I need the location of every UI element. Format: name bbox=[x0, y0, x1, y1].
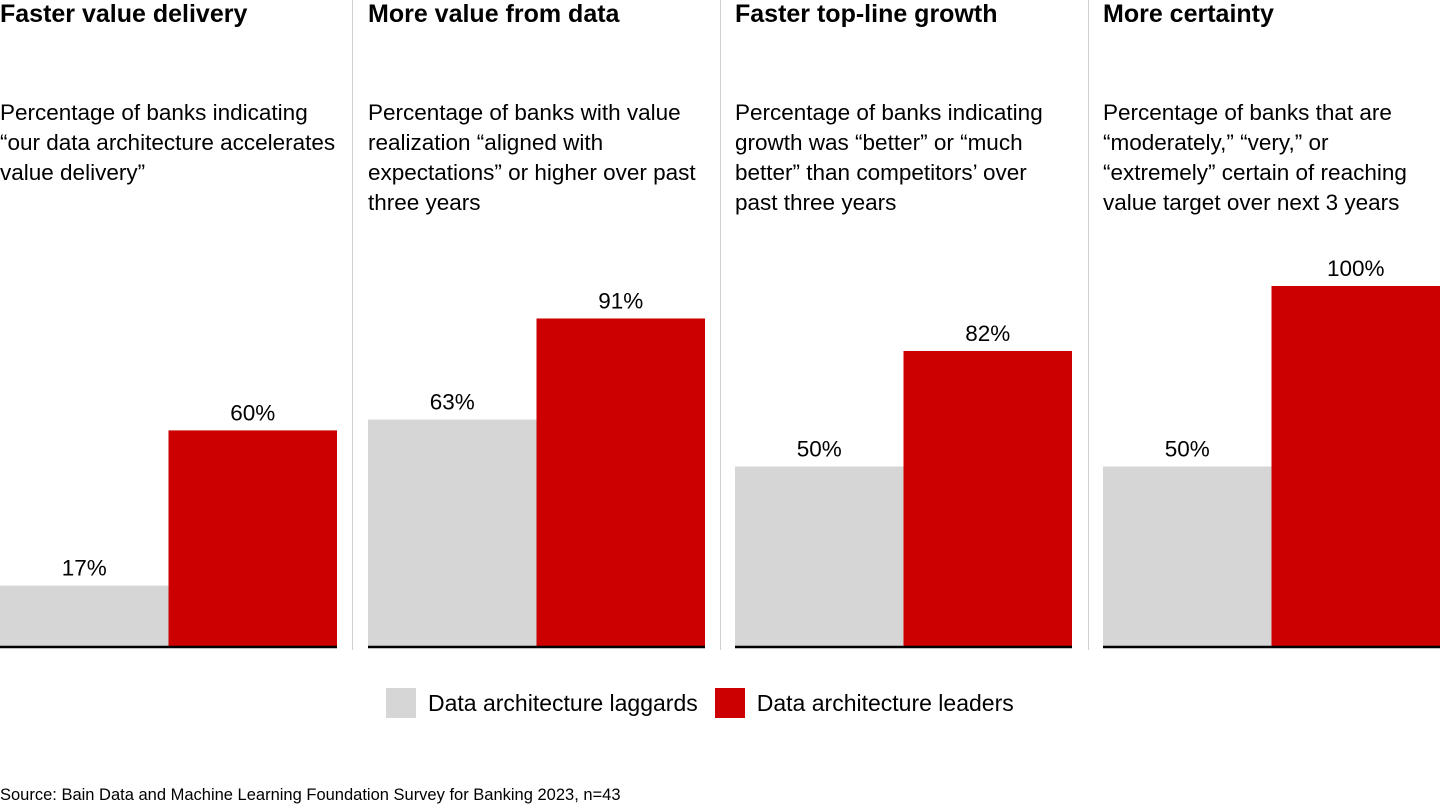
bar-chart: 17% 60% bbox=[0, 400, 337, 649]
data-label: 63% bbox=[430, 390, 475, 415]
panel-subtitle: Percentage of banks with value realizati… bbox=[368, 100, 696, 215]
legend-swatch-laggards bbox=[386, 688, 416, 718]
panel-subtitle: Percentage of banks that are “moderately… bbox=[1103, 100, 1407, 215]
legend: Data architecture laggards Data architec… bbox=[386, 688, 1014, 718]
panel-divider bbox=[352, 0, 353, 650]
bar-chart: 50% 100% bbox=[1103, 256, 1440, 649]
chart-panel: Faster value delivery Percentage of banks… bbox=[0, 0, 337, 650]
bar-chart: 63% 91% bbox=[368, 288, 705, 649]
panel-title: More value from data bbox=[368, 0, 620, 28]
panel-divider bbox=[1088, 0, 1089, 650]
legend-label-laggards: Data architecture laggards bbox=[428, 689, 698, 716]
data-label: 60% bbox=[230, 400, 275, 425]
bar-laggards bbox=[368, 419, 537, 647]
bar-leaders bbox=[903, 350, 1072, 647]
data-label: 50% bbox=[797, 437, 842, 462]
bar-leaders bbox=[536, 318, 705, 647]
panel-subtitle: Percentage of banks indicating growth wa… bbox=[735, 100, 1043, 215]
source-note: Source: Bain Data and Machine Learning F… bbox=[0, 786, 621, 804]
panel-subtitle: Percentage of banks indicating “our data… bbox=[0, 100, 336, 185]
data-label: 17% bbox=[62, 556, 107, 581]
bar-laggards bbox=[735, 466, 904, 647]
bar-leaders bbox=[168, 430, 337, 647]
data-label: 100% bbox=[1327, 256, 1385, 281]
chart-panel: More value from data Percentage of banks … bbox=[368, 0, 705, 650]
bar-leaders bbox=[1271, 286, 1440, 647]
chart-panel: Faster top-line growth Percentage of bank… bbox=[735, 0, 1072, 650]
bar-chart: 50% 82% bbox=[735, 321, 1072, 649]
panel-title: Faster value delivery bbox=[0, 0, 248, 28]
bar-laggards bbox=[1103, 466, 1272, 647]
legend-swatch-leaders bbox=[714, 688, 745, 718]
panel-title: Faster top-line growth bbox=[735, 0, 998, 28]
panel-divider bbox=[720, 0, 721, 650]
bar-laggards bbox=[0, 585, 169, 647]
legend-label-leaders: Data architecture leaders bbox=[756, 689, 1014, 716]
data-label: 50% bbox=[1165, 437, 1210, 462]
chart-panel: More certainty Percentage of banks that a… bbox=[1103, 0, 1440, 650]
data-label: 91% bbox=[598, 288, 643, 313]
panel-title: More certainty bbox=[1103, 0, 1274, 28]
data-label: 82% bbox=[965, 321, 1010, 346]
